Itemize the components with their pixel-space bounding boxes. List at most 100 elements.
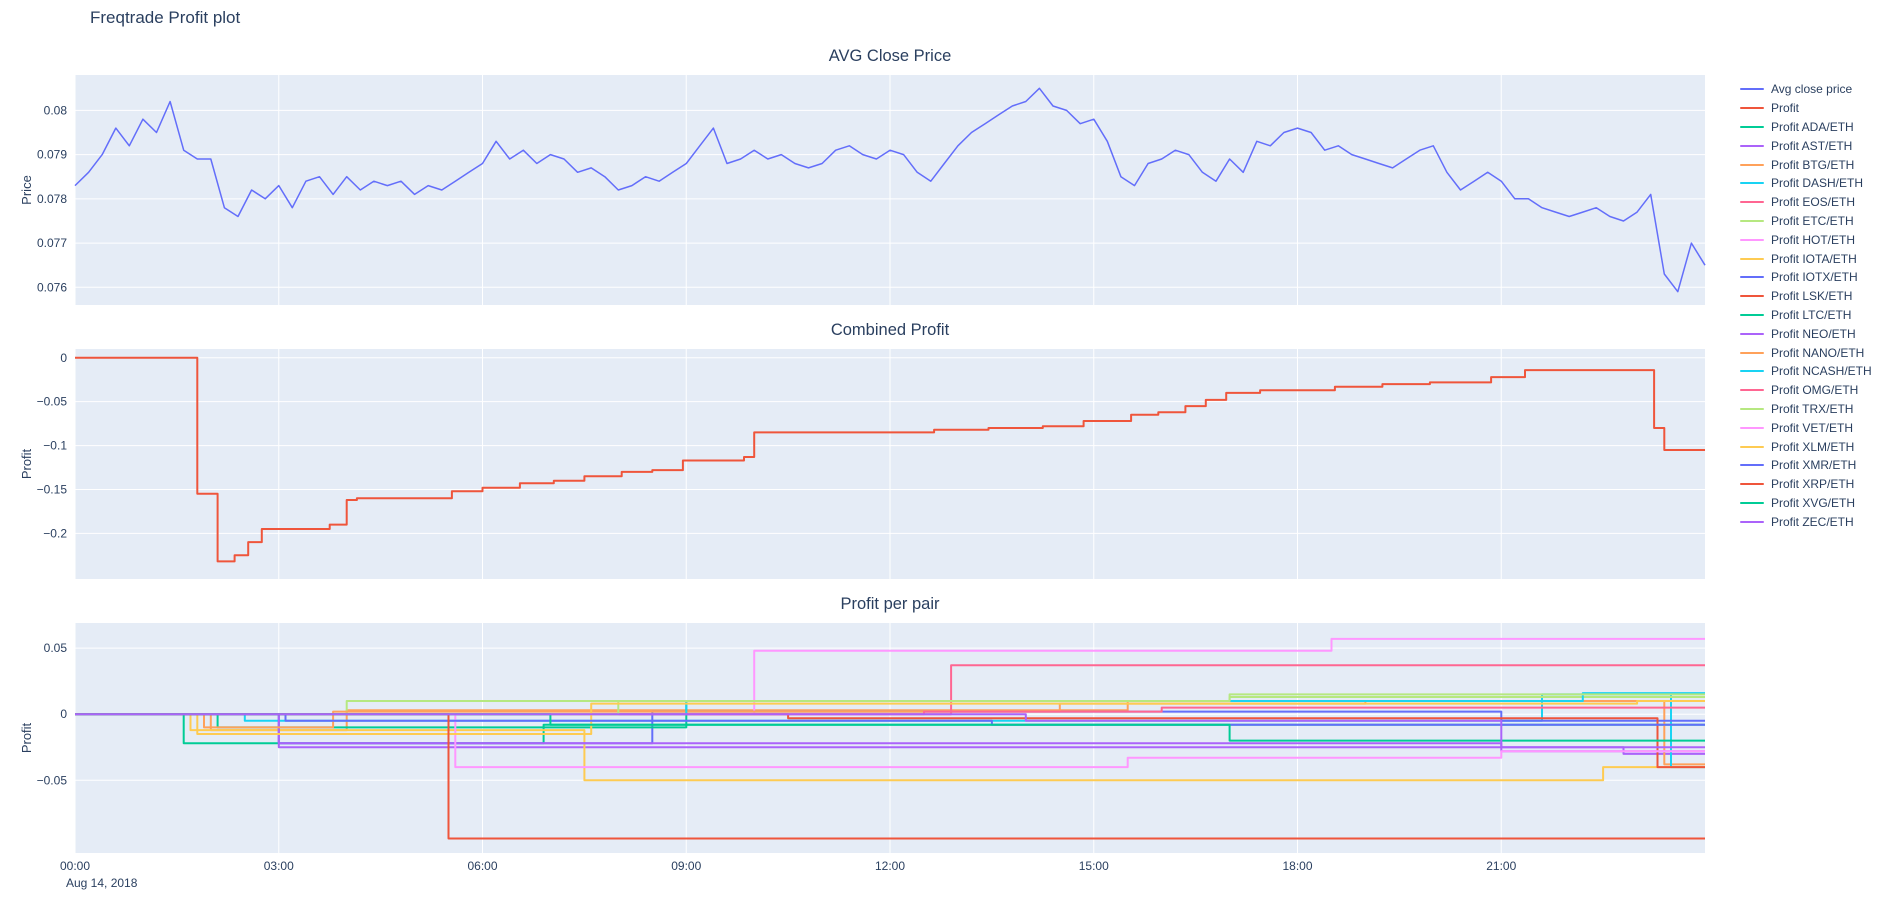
- legend-line-swatch: [1740, 520, 1764, 523]
- legend-line-swatch: [1740, 389, 1764, 392]
- y-tick-label: −0.2: [43, 526, 67, 540]
- subplot-1-y-axis-title: Price: [19, 175, 34, 205]
- legend-label: Profit VET/ETH: [1771, 420, 1854, 435]
- legend-line-swatch: [1740, 332, 1764, 335]
- legend-label: Profit ZEC/ETH: [1771, 514, 1854, 529]
- legend-label: Profit NANO/ETH: [1771, 345, 1865, 360]
- legend-item-profit-neo-eth[interactable]: Profit NEO/ETH: [1740, 324, 1896, 343]
- x-axis-date-label: Aug 14, 2018: [66, 876, 138, 890]
- legend-line-swatch: [1740, 88, 1764, 91]
- legend-line-swatch: [1740, 426, 1764, 429]
- series-avg-close-price: [74, 87, 1706, 293]
- legend-item-profit-hot-eth[interactable]: Profit HOT/ETH: [1740, 230, 1896, 249]
- legend-item-avg-close-price[interactable]: Avg close price: [1740, 80, 1896, 99]
- legend-label: Profit XVG/ETH: [1771, 495, 1856, 510]
- legend-label: Avg close price: [1771, 82, 1853, 97]
- legend-item-profit-trx-eth[interactable]: Profit TRX/ETH: [1740, 400, 1896, 419]
- legend-label: Profit EOS/ETH: [1771, 195, 1856, 210]
- subplot-3-title: Profit per pair: [840, 595, 940, 613]
- legend-item-profit-nano-eth[interactable]: Profit NANO/ETH: [1740, 343, 1896, 362]
- legend-line-swatch: [1740, 125, 1764, 128]
- legend-item-profit-etc-eth[interactable]: Profit ETC/ETH: [1740, 212, 1896, 231]
- y-tick-label: −0.05: [37, 773, 68, 787]
- subplot-1-title: AVG Close Price: [829, 47, 952, 65]
- legend-label: Profit ETC/ETH: [1771, 213, 1854, 228]
- legend-line-swatch: [1740, 313, 1764, 316]
- legend-label: Profit ADA/ETH: [1771, 119, 1854, 134]
- legend-item-profit-dash-eth[interactable]: Profit DASH/ETH: [1740, 174, 1896, 193]
- legend-label: Profit NEO/ETH: [1771, 326, 1856, 341]
- legend-line-swatch: [1740, 163, 1764, 166]
- x-tick-label: 09:00: [671, 859, 701, 873]
- legend-item-profit-ast-eth[interactable]: Profit AST/ETH: [1740, 136, 1896, 155]
- legend-item-profit-btg-eth[interactable]: Profit BTG/ETH: [1740, 155, 1896, 174]
- legend-item-profit-xlm-eth[interactable]: Profit XLM/ETH: [1740, 437, 1896, 456]
- legend-label: Profit NCASH/ETH: [1771, 364, 1872, 379]
- legend-label: Profit XMR/ETH: [1771, 458, 1857, 473]
- legend-line-swatch: [1740, 182, 1764, 185]
- legend-line-swatch: [1740, 219, 1764, 222]
- legend-label: Profit IOTX/ETH: [1771, 270, 1858, 285]
- legend-line-swatch: [1740, 445, 1764, 448]
- legend-item-profit[interactable]: Profit: [1740, 99, 1896, 118]
- legend-label: Profit LTC/ETH: [1771, 307, 1852, 322]
- legend-item-profit-xrp-eth[interactable]: Profit XRP/ETH: [1740, 475, 1896, 494]
- subplot-3-y-axis-title: Profit: [19, 722, 34, 753]
- y-tick-label: 0: [60, 351, 67, 365]
- y-tick-label: −0.1: [43, 439, 67, 453]
- legend-line-swatch: [1740, 483, 1764, 486]
- legend-item-profit-ncash-eth[interactable]: Profit NCASH/ETH: [1740, 362, 1896, 381]
- legend-line-swatch: [1740, 351, 1764, 354]
- legend-line-swatch: [1740, 238, 1764, 241]
- x-tick-label: 00:00: [60, 859, 90, 873]
- x-tick-label: 21:00: [1486, 859, 1516, 873]
- y-tick-label: −0.05: [37, 395, 68, 409]
- x-tick-label: 06:00: [467, 859, 497, 873]
- legend-label: Profit IOTA/ETH: [1771, 251, 1857, 266]
- y-tick-label: 0.078: [37, 192, 67, 206]
- legend-item-profit-iotx-eth[interactable]: Profit IOTX/ETH: [1740, 268, 1896, 287]
- legend-label: Profit DASH/ETH: [1771, 176, 1864, 191]
- y-tick-label: 0.077: [37, 236, 67, 250]
- legend-item-profit-ltc-eth[interactable]: Profit LTC/ETH: [1740, 306, 1896, 325]
- legend-label: Profit XLM/ETH: [1771, 439, 1855, 454]
- legend-line-swatch: [1740, 201, 1764, 204]
- legend-item-profit-iota-eth[interactable]: Profit IOTA/ETH: [1740, 249, 1896, 268]
- legend-item-profit-vet-eth[interactable]: Profit VET/ETH: [1740, 418, 1896, 437]
- series-profit-zec-eth: [75, 713, 1705, 749]
- y-tick-label: 0.079: [37, 148, 67, 162]
- subplot-2-title: Combined Profit: [831, 321, 950, 339]
- legend-item-profit-eos-eth[interactable]: Profit EOS/ETH: [1740, 193, 1896, 212]
- y-tick-label: 0: [60, 707, 67, 721]
- legend-line-swatch: [1740, 144, 1764, 147]
- legend-line-swatch: [1740, 501, 1764, 504]
- x-tick-label: 18:00: [1282, 859, 1312, 873]
- legend-label: Profit HOT/ETH: [1771, 232, 1856, 247]
- legend-label: Profit LSK/ETH: [1771, 289, 1853, 304]
- y-tick-label: 0.08: [44, 103, 68, 117]
- legend-line-swatch: [1740, 107, 1764, 110]
- y-tick-label: −0.15: [37, 482, 68, 496]
- legend-label: Profit: [1771, 101, 1800, 116]
- legend-label: Profit OMG/ETH: [1771, 383, 1859, 398]
- x-tick-label: 15:00: [1079, 859, 1109, 873]
- legend-item-profit-zec-eth[interactable]: Profit ZEC/ETH: [1740, 512, 1896, 531]
- legend-item-profit-lsk-eth[interactable]: Profit LSK/ETH: [1740, 287, 1896, 306]
- legend: Avg close price Profit Profit ADA/ETH Profi…: [1740, 80, 1896, 531]
- legend-item-profit-omg-eth[interactable]: Profit OMG/ETH: [1740, 381, 1896, 400]
- y-tick-label: 0.05: [44, 641, 68, 655]
- legend-line-swatch: [1740, 257, 1764, 260]
- legend-line-swatch: [1740, 464, 1764, 467]
- legend-item-profit-ada-eth[interactable]: Profit ADA/ETH: [1740, 118, 1896, 137]
- legend-line-swatch: [1740, 295, 1764, 298]
- legend-item-profit-xvg-eth[interactable]: Profit XVG/ETH: [1740, 494, 1896, 513]
- x-tick-label: 12:00: [875, 859, 905, 873]
- legend-item-profit-xmr-eth[interactable]: Profit XMR/ETH: [1740, 456, 1896, 475]
- page-title: Freqtrade Profit plot: [90, 8, 241, 27]
- legend-line-swatch: [1740, 370, 1764, 373]
- x-tick-label: 03:00: [264, 859, 294, 873]
- legend-label: Profit BTG/ETH: [1771, 157, 1855, 172]
- y-tick-label: 0.076: [37, 280, 67, 294]
